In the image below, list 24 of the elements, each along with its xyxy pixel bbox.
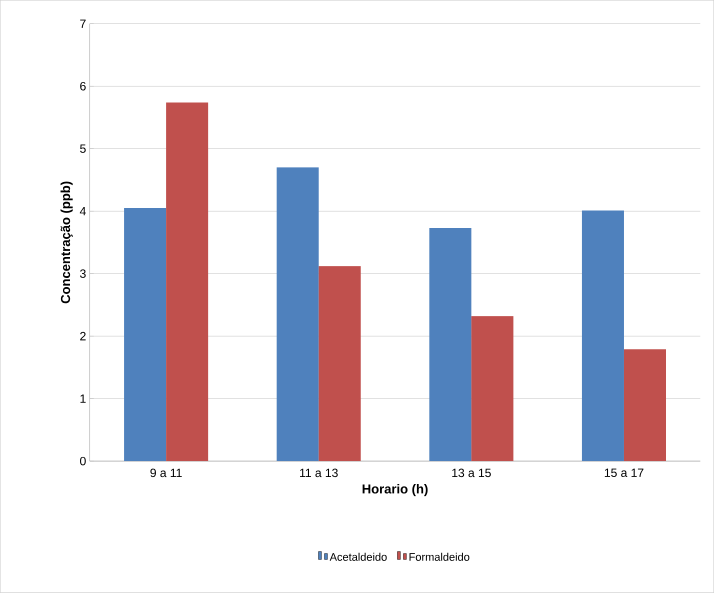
bar [582, 210, 624, 462]
bar [166, 102, 208, 462]
bar [624, 349, 666, 462]
x-tick-label: 15 a 17 [604, 468, 644, 478]
y-tick-label: 0 [80, 456, 86, 466]
x-tick-label: 13 a 15 [452, 468, 491, 478]
legend-label: Formaldeido [410, 552, 470, 561]
x-axis-title: Horario (h) [362, 484, 428, 496]
bar [276, 167, 319, 462]
x-tick-label: 9 a 11 [150, 468, 182, 478]
y-tick-label: 3 [80, 269, 86, 278]
y-tick-label: 7 [80, 20, 86, 28]
y-tick-label: 1 [80, 394, 86, 403]
y-axis-title: Concentração (ppb) [60, 182, 73, 304]
y-tick-label: 4 [80, 207, 86, 216]
y-tick-label: 6 [80, 82, 86, 90]
legend-label: Acetaldeido [330, 552, 387, 561]
y-tick-label: 2 [80, 332, 86, 340]
bar [318, 266, 361, 462]
bar [124, 208, 166, 462]
bar [471, 316, 514, 462]
bar [429, 228, 472, 462]
y-tick-label: 5 [80, 144, 86, 153]
x-tick-label: 11 a 13 [300, 468, 338, 478]
